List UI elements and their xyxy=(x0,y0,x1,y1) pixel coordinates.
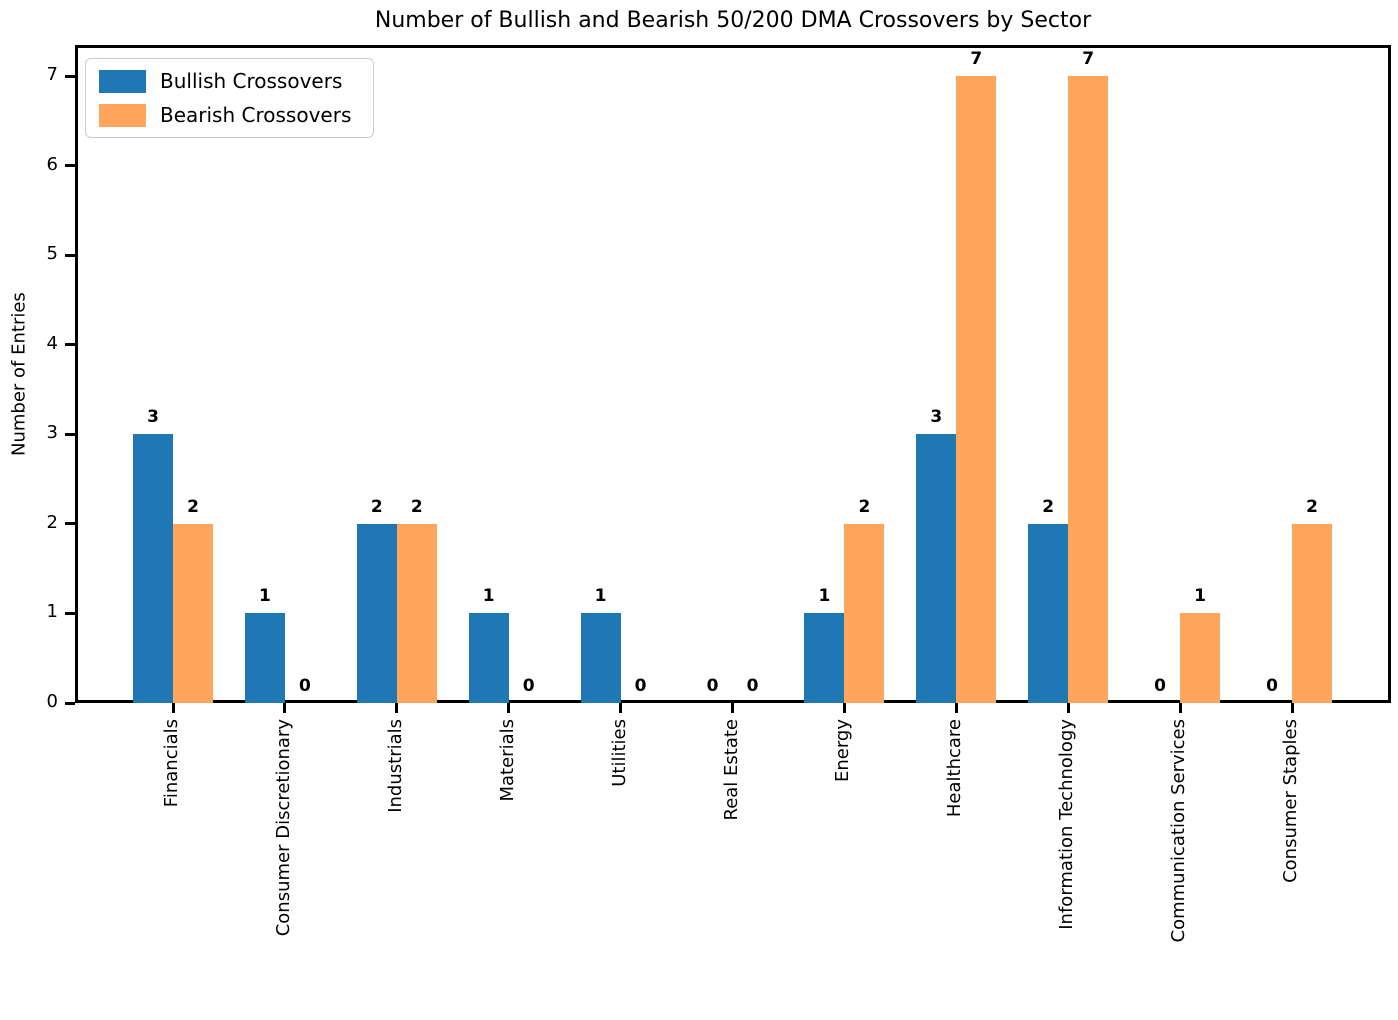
bar-bullish-crossovers-utilities xyxy=(580,613,621,703)
x-tick-label-communication-services: Communication Services xyxy=(1168,719,1190,943)
chart-title: Number of Bullish and Bearish 50/200 DMA… xyxy=(374,8,1092,33)
bar-bearish-crossovers-information-technology xyxy=(1068,76,1109,703)
y-tick-label: 3 xyxy=(46,422,58,444)
value-label-bearish-crossovers-financials: 2 xyxy=(187,496,199,517)
y-tick-label: 4 xyxy=(46,332,58,354)
bar-bullish-crossovers-industrials xyxy=(356,523,397,703)
bar-bearish-crossovers-healthcare xyxy=(956,76,997,703)
x-tick-mark xyxy=(171,703,175,713)
legend-label: Bearish Crossovers xyxy=(160,103,352,127)
y-tick-mark xyxy=(65,522,75,526)
value-label-bearish-crossovers-industrials: 2 xyxy=(410,496,423,517)
legend-label: Bullish Crossovers xyxy=(160,69,343,93)
value-label-bullish-crossovers-healthcare: 3 xyxy=(930,407,943,428)
x-tick-label-real-estate: Real Estate xyxy=(720,719,742,821)
x-tick-label-industrials: Industrials xyxy=(384,719,406,813)
x-tick-label-consumer-discretionary: Consumer Discretionary xyxy=(272,719,294,937)
value-label-bullish-crossovers-utilities: 1 xyxy=(594,586,607,607)
value-label-bearish-crossovers-consumer-discretionary: 0 xyxy=(298,676,311,696)
y-tick-mark xyxy=(65,343,75,347)
legend-item-bullish-crossovers: Bullish Crossovers xyxy=(99,69,351,93)
bar-bullish-crossovers-materials xyxy=(468,613,509,703)
y-tick-label: 7 xyxy=(46,64,58,86)
bar-bearish-crossovers-energy xyxy=(844,523,885,703)
x-tick-mark xyxy=(395,703,399,713)
bar-bearish-crossovers-financials xyxy=(173,523,213,703)
value-label-bullish-crossovers-communication-services: 0 xyxy=(1154,676,1167,696)
value-label-bullish-crossovers-consumer-discretionary: 1 xyxy=(258,586,271,607)
bar-bearish-crossovers-consumer-staples xyxy=(1292,523,1332,703)
legend-swatch-bearish-crossovers xyxy=(99,103,146,127)
value-label-bearish-crossovers-healthcare: 7 xyxy=(970,49,983,70)
legend-item-bearish-crossovers: Bearish Crossovers xyxy=(99,103,351,127)
y-tick-mark xyxy=(65,611,75,615)
x-tick-label-materials: Materials xyxy=(496,719,518,802)
value-label-bullish-crossovers-financials: 3 xyxy=(147,407,159,428)
value-label-bearish-crossovers-consumer-staples: 2 xyxy=(1306,496,1318,517)
y-tick-mark xyxy=(65,701,75,705)
x-tick-mark xyxy=(842,703,846,713)
x-tick-mark xyxy=(283,703,287,713)
x-tick-label-energy: Energy xyxy=(832,719,854,783)
x-tick-mark xyxy=(954,703,958,713)
bar-bullish-crossovers-financials xyxy=(133,434,173,703)
x-tick-label-information-technology: Information Technology xyxy=(1056,719,1078,930)
value-label-bearish-crossovers-energy: 2 xyxy=(858,496,871,517)
y-tick-mark xyxy=(65,164,75,168)
legend-swatch-bullish-crossovers xyxy=(99,69,146,93)
y-tick-label: 1 xyxy=(46,601,58,623)
y-tick-mark xyxy=(65,253,75,257)
bar-bearish-crossovers-communication-services xyxy=(1180,613,1221,703)
value-label-bearish-crossovers-communication-services: 1 xyxy=(1194,586,1207,607)
x-tick-label-consumer-staples: Consumer Staples xyxy=(1280,719,1301,883)
x-tick-mark xyxy=(1290,703,1294,713)
x-tick-mark xyxy=(619,703,623,713)
y-tick-label: 6 xyxy=(46,153,58,175)
bar-bullish-crossovers-healthcare xyxy=(916,434,957,703)
value-label-bullish-crossovers-materials: 1 xyxy=(482,586,495,607)
value-label-bearish-crossovers-real-estate: 0 xyxy=(746,676,759,696)
value-label-bearish-crossovers-materials: 0 xyxy=(522,676,535,696)
x-tick-label-healthcare: Healthcare xyxy=(944,719,966,818)
legend: Bullish Crossovers Bearish Crossovers xyxy=(85,58,375,138)
value-label-bearish-crossovers-information-technology: 7 xyxy=(1082,49,1095,70)
x-tick-mark xyxy=(1066,703,1070,713)
y-tick-mark xyxy=(65,74,75,78)
bar-bullish-crossovers-information-technology xyxy=(1028,523,1069,703)
value-label-bullish-crossovers-consumer-staples: 0 xyxy=(1266,676,1278,696)
bar-bullish-crossovers-energy xyxy=(804,613,845,703)
value-label-bearish-crossovers-utilities: 0 xyxy=(634,676,647,696)
value-label-bullish-crossovers-real-estate: 0 xyxy=(706,676,719,696)
x-tick-mark xyxy=(731,703,734,713)
x-tick-mark xyxy=(1178,703,1182,713)
x-tick-label-utilities: Utilities xyxy=(608,719,630,787)
plot-area xyxy=(75,45,1391,703)
value-label-bullish-crossovers-energy: 1 xyxy=(818,586,831,607)
x-tick-label-financials: Financials xyxy=(161,719,182,808)
y-tick-label: 5 xyxy=(46,243,58,265)
bar-bullish-crossovers-consumer-discretionary xyxy=(244,613,285,703)
y-tick-mark xyxy=(65,432,75,436)
x-tick-mark xyxy=(507,703,511,713)
value-label-bullish-crossovers-industrials: 2 xyxy=(370,496,383,517)
y-tick-label: 0 xyxy=(46,691,58,712)
bar-bearish-crossovers-industrials xyxy=(396,523,437,703)
y-tick-label: 2 xyxy=(46,511,58,533)
value-label-bullish-crossovers-information-technology: 2 xyxy=(1042,496,1055,517)
